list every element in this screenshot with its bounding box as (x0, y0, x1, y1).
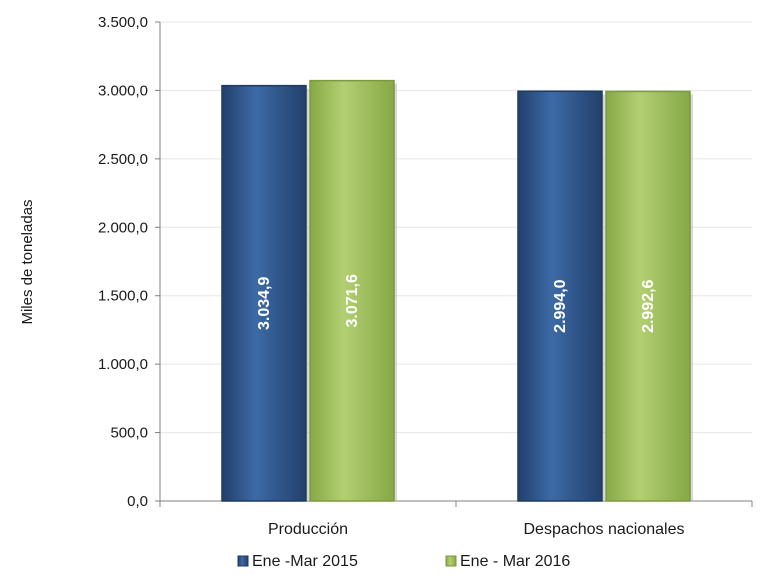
y-axis-title: Miles de toneladas (19, 199, 36, 324)
x-category-label: Despachos nacionales (524, 521, 685, 538)
legend-swatch (445, 555, 457, 567)
y-tick-label: 2.500,0 (98, 151, 148, 168)
bar (309, 79, 395, 502)
y-tick-label: 1.000,0 (98, 356, 148, 373)
bars (221, 79, 693, 502)
bar (517, 90, 603, 502)
data-labels: 3.034,9 2.994,0 3.071,6 2.992,6 (256, 274, 657, 333)
legend-label: Ene -Mar 2015 (252, 553, 358, 570)
bar-data-label: 3.071,6 (344, 274, 361, 327)
bar-data-label: 2.994,0 (552, 279, 569, 332)
legend-label: Ene - Mar 2016 (460, 553, 570, 570)
y-tick-label: 0,0 (127, 493, 148, 510)
bar-data-label: 3.034,9 (256, 277, 273, 330)
x-category-label: Producción (268, 521, 348, 538)
bar (221, 84, 307, 502)
y-tick-label: 3.500,0 (98, 14, 148, 31)
axes: 0,0 500,0 1.000,0 1.500,0 2.000,0 2.500,0 3.00… (98, 14, 753, 538)
y-tick-label: 2.000,0 (98, 219, 148, 236)
y-tick-label: 1.500,0 (98, 288, 148, 305)
bar (605, 90, 691, 502)
y-tick-label: 500,0 (110, 425, 148, 442)
y-tick-label: 3.000,0 (98, 82, 148, 99)
bar-data-label: 2.992,6 (640, 279, 657, 332)
legend-swatch (237, 555, 249, 567)
legend: Ene -Mar 2015 Ene - Mar 2016 (237, 553, 570, 570)
